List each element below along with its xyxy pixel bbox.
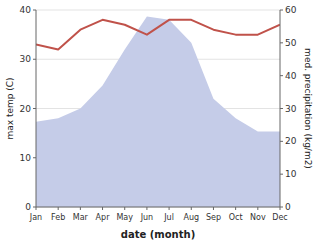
- x-tick: [146, 207, 147, 210]
- x-axis-label: date (month): [121, 229, 195, 240]
- y-tick-label: 10: [20, 153, 32, 163]
- y2-tick: [280, 174, 283, 175]
- x-tick: [58, 207, 59, 210]
- x-tick: [257, 207, 258, 210]
- y2-tick-label: 60: [285, 5, 297, 15]
- x-tick: [191, 207, 192, 210]
- x-tick: [280, 207, 281, 210]
- y-tick-label: 30: [20, 54, 32, 64]
- y2-tick-label: 30: [285, 104, 297, 114]
- x-tick-label: Aug: [183, 213, 199, 222]
- y2-tick-label: 0: [285, 202, 291, 212]
- chart: 0 10 20 30 40 0 10 20 30 40 50 60 Jan Feb Mar Apr May Jun…: [0, 0, 318, 247]
- y-tick: [33, 10, 36, 11]
- y-tick: [33, 157, 36, 158]
- x-tick-label: Jun: [140, 213, 154, 222]
- x-tick-label: Oct: [229, 213, 243, 222]
- y2-tick-label: 50: [285, 38, 297, 48]
- y-tick-label: 20: [20, 104, 32, 114]
- x-tick-label: Nov: [250, 213, 266, 222]
- y2-tick: [280, 10, 283, 11]
- x-tick: [124, 207, 125, 210]
- x-tick: [213, 207, 214, 210]
- x-tick-label: Apr: [96, 213, 111, 222]
- y2-tick: [280, 141, 283, 142]
- x-tick-label: Jan: [29, 213, 42, 222]
- y2-tick: [280, 42, 283, 43]
- x-tick: [36, 207, 37, 210]
- y-tick-label: 40: [20, 5, 32, 15]
- plot-area: [36, 17, 280, 207]
- y2-tick-label: 20: [285, 136, 297, 146]
- precip-area: [36, 17, 280, 207]
- x-tick-label: May: [116, 213, 133, 222]
- y-tick-label: 0: [25, 202, 31, 212]
- y2-tick-label: 40: [285, 71, 297, 81]
- x-tick-label: Sep: [206, 213, 221, 222]
- y2-axis-label: med. precipitation (kg/m2): [303, 48, 313, 169]
- y2-tick: [280, 108, 283, 109]
- x-tick: [169, 207, 170, 210]
- x-axis-line: [36, 207, 280, 208]
- x-tick-label: Feb: [51, 213, 65, 222]
- y-tick: [33, 59, 36, 60]
- y-axis-label: max temp (C): [5, 77, 15, 139]
- x-tick: [80, 207, 81, 210]
- grid-line: [36, 207, 280, 208]
- grid-line: [36, 10, 280, 11]
- y2-tick-label: 10: [285, 169, 297, 179]
- x-tick-label: Jul: [163, 213, 174, 222]
- x-tick-label: Dec: [272, 213, 287, 222]
- y2-tick: [280, 75, 283, 76]
- x-tick: [235, 207, 236, 210]
- x-tick-label: Mar: [73, 213, 89, 222]
- temp-line: [36, 20, 280, 50]
- x-tick: [102, 207, 103, 210]
- y-tick: [33, 108, 36, 109]
